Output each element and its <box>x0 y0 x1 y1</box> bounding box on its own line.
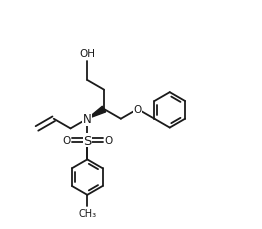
Text: OH: OH <box>79 49 95 59</box>
Text: CH₃: CH₃ <box>78 208 96 218</box>
Text: S: S <box>83 134 91 147</box>
Text: O: O <box>105 135 113 145</box>
Text: O: O <box>62 135 70 145</box>
Text: N: N <box>83 113 92 126</box>
Text: O: O <box>134 105 142 114</box>
Polygon shape <box>87 107 106 119</box>
